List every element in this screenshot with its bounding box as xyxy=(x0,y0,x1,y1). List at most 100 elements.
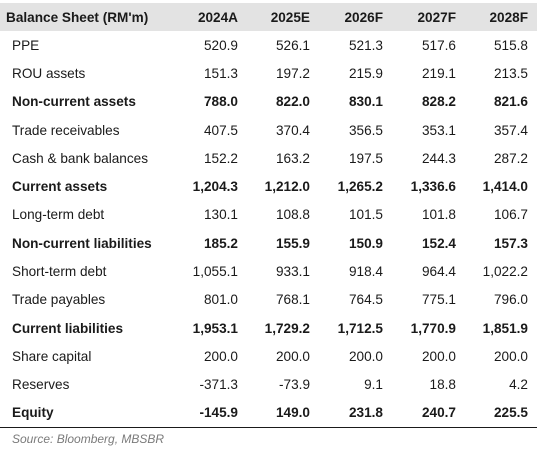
cell-value: 231.8 xyxy=(319,398,392,428)
cell-value: 213.5 xyxy=(493,65,528,81)
cell-value: 200.0 xyxy=(275,348,310,364)
cell-value: 1,204.3 xyxy=(192,179,238,195)
cell-value: 515.8 xyxy=(493,37,528,53)
cell-value: 151.3 xyxy=(203,65,238,81)
cell-value: 152.4 xyxy=(421,235,456,251)
cell-value: 200.0 xyxy=(421,348,456,364)
row-label: PPE xyxy=(12,37,40,53)
cell-value: 1,729.2 xyxy=(264,320,310,336)
cell-value: 4.2 xyxy=(509,377,528,393)
cell-value: -73.9 xyxy=(279,377,310,393)
cell-value: 370.4 xyxy=(275,122,310,138)
cell-value: 108.8 xyxy=(275,207,310,223)
year-header: 2024A xyxy=(197,9,238,25)
table-row: Equity -145.9 149.0 231.8 240.7 225.5 xyxy=(0,398,537,428)
cell-value: 768.1 xyxy=(275,292,310,308)
cell-value: 775.1 xyxy=(421,292,456,308)
cell-value: 356.5 xyxy=(348,122,383,138)
cell-value: 1,414.0 xyxy=(482,179,528,195)
table-row: Short-term debt 1,055.1 933.1 918.4 964.4 1,0… xyxy=(0,257,537,285)
cell-value: 244.3 xyxy=(421,150,456,166)
cell-value: 1,770.9 xyxy=(410,320,456,336)
row-label: Non-current liabilities xyxy=(12,235,152,251)
cell-value: 18.8 xyxy=(429,377,456,393)
row-label: Reserves xyxy=(12,377,70,393)
cell-value: 830.1 xyxy=(348,94,383,110)
cell-value: 225.5 xyxy=(465,398,537,428)
cell-value: 157.3 xyxy=(493,235,528,251)
cell-value: 918.4 xyxy=(348,264,383,280)
cell-value: -145.9 xyxy=(172,398,247,428)
table-row: Share capital 200.0 200.0 200.0 200.0 200.0 xyxy=(0,342,537,370)
row-label: Trade payables xyxy=(12,292,106,308)
cell-value: 1,022.2 xyxy=(482,264,528,280)
cell-value: 152.2 xyxy=(203,150,238,166)
cell-value: 106.7 xyxy=(493,207,528,223)
cell-value: 821.6 xyxy=(493,94,528,110)
table-row: Non-current liabilities 185.2 155.9 150.9 15… xyxy=(0,229,537,257)
table-row: Current liabilities 1,953.1 1,729.2 1,712.5… xyxy=(0,314,537,342)
year-header: 2027F xyxy=(417,9,456,25)
cell-value: 788.0 xyxy=(203,94,238,110)
source-note: Source: Bloomberg, MBSBR xyxy=(12,432,165,446)
table-row: Trade receivables 407.5 370.4 356.5 353.1 357… xyxy=(0,116,537,144)
cell-value: 155.9 xyxy=(275,235,310,251)
row-label: Non-current assets xyxy=(12,94,136,110)
table-row: Cash & bank balances 152.2 163.2 197.5 244.3… xyxy=(0,144,537,172)
cell-value: 801.0 xyxy=(203,292,238,308)
row-label: Share capital xyxy=(12,348,92,364)
cell-value: 1,212.0 xyxy=(264,179,310,195)
cell-value: 9.1 xyxy=(364,377,383,393)
cell-value: 240.7 xyxy=(392,398,465,428)
row-label: Current assets xyxy=(12,179,108,195)
row-label: Trade receivables xyxy=(12,122,120,138)
cell-value: 822.0 xyxy=(275,94,310,110)
cell-value: 1,055.1 xyxy=(192,264,238,280)
cell-value: 287.2 xyxy=(493,150,528,166)
table-row: Current assets 1,204.3 1,212.0 1,265.2 1,336… xyxy=(0,172,537,200)
row-label: Current liabilities xyxy=(12,320,124,336)
cell-value: 185.2 xyxy=(203,235,238,251)
row-label: ROU assets xyxy=(12,65,86,81)
cell-value: 1,336.6 xyxy=(410,179,456,195)
table-row: Long-term debt 130.1 108.8 101.5 101.8 106.7 xyxy=(0,201,537,229)
cell-value: 796.0 xyxy=(493,292,528,308)
table-row: Non-current assets 788.0 822.0 830.1 828.2 82… xyxy=(0,88,537,116)
row-label: Short-term debt xyxy=(12,264,107,280)
table-title: Balance Sheet (RM'm) xyxy=(6,9,149,25)
cell-value: 1,953.1 xyxy=(192,320,238,336)
table-body: PPE 520.9 526.1 521.3 517.6 515.8 ROU assets 15… xyxy=(0,31,537,428)
table-row: PPE 520.9 526.1 521.3 517.6 515.8 xyxy=(0,31,537,59)
cell-value: 163.2 xyxy=(275,150,310,166)
cell-value: 1,265.2 xyxy=(337,179,383,195)
cell-value: 1,851.9 xyxy=(482,320,528,336)
cell-value: 526.1 xyxy=(275,37,310,53)
cell-value: 353.1 xyxy=(421,122,456,138)
cell-value: 933.1 xyxy=(275,264,310,280)
row-label: Equity xyxy=(0,398,172,428)
cell-value: 521.3 xyxy=(348,37,383,53)
year-header: 2028F xyxy=(489,9,528,25)
cell-value: 197.2 xyxy=(275,65,310,81)
cell-value: 1,712.5 xyxy=(337,320,383,336)
cell-value: 828.2 xyxy=(421,94,456,110)
row-label: Long-term debt xyxy=(12,207,105,223)
table-header-row: Balance Sheet (RM'm) 2024A 2025E 2026F 2… xyxy=(0,3,537,31)
cell-value: 964.4 xyxy=(421,264,456,280)
year-header: 2025E xyxy=(270,9,310,25)
cell-value: 517.6 xyxy=(421,37,456,53)
table-row: Reserves -371.3 -73.9 9.1 18.8 4.2 xyxy=(0,371,537,399)
cell-value: 219.1 xyxy=(421,65,456,81)
cell-value: 149.0 xyxy=(247,398,319,428)
cell-value: 520.9 xyxy=(203,37,238,53)
cell-value: 200.0 xyxy=(203,348,238,364)
table-row: ROU assets 151.3 197.2 215.9 219.1 213.5 xyxy=(0,59,537,87)
row-label: Cash & bank balances xyxy=(12,150,149,166)
cell-value: 150.9 xyxy=(348,235,383,251)
cell-value: 407.5 xyxy=(203,122,238,138)
year-header: 2026F xyxy=(344,9,383,25)
cell-value: 130.1 xyxy=(203,207,238,223)
cell-value: 101.5 xyxy=(348,207,383,223)
cell-value: -371.3 xyxy=(199,377,238,393)
